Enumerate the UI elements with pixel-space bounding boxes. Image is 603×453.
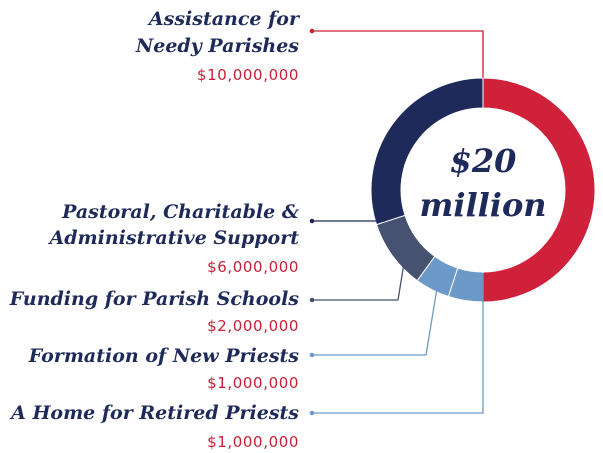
center-label-line2: million <box>419 186 546 224</box>
leader-line-formation-of-new-priests <box>312 276 440 356</box>
donut-ring <box>370 77 596 303</box>
leader-dot-a-home-for-retired-priests <box>309 410 315 416</box>
label-title-pastoral-charitable-administrative-support-line1: Pastoral, Charitable & <box>61 201 299 223</box>
leader-line-funding-for-parish-schools <box>312 245 408 301</box>
label-title-funding-for-parish-schools-line1: Funding for Parish Schools <box>9 288 300 310</box>
leader-dot-formation-of-new-priests <box>309 352 315 358</box>
label-title-assistance-for-needy-parishes-line2: Needy Parishes <box>135 35 299 57</box>
segment-labels: Assistance for Needy Parishes $10,000,000 A… <box>9 8 301 451</box>
donut-segment-pastoral-charitable-administrative-support <box>370 77 484 226</box>
leader-dot-assistance-for-needy-parishes <box>309 28 315 34</box>
leader-dot-funding-for-parish-schools <box>309 297 315 303</box>
leader-line-assistance-for-needy-parishes <box>312 30 484 78</box>
label-amount-pastoral-charitable-administrative-support: $6,000,000 <box>207 258 299 276</box>
label-amount-a-home-for-retired-priests: $1,000,000 <box>207 433 299 451</box>
label-amount-funding-for-parish-schools: $2,000,000 <box>207 317 299 335</box>
label-title-pastoral-charitable-administrative-support-line2: Administrative Support <box>48 227 300 249</box>
label-amount-formation-of-new-priests: $1,000,000 <box>207 374 299 392</box>
center-label-line1: $20 <box>450 142 517 180</box>
label-title-a-home-for-retired-priests-line1: A Home for Retired Priests <box>9 402 299 424</box>
label-title-formation-of-new-priests-line1: Formation of New Priests <box>28 345 300 367</box>
donut-segment-assistance-for-needy-parishes <box>482 77 596 303</box>
leader-dot-pastoral-charitable-administrative-support <box>309 218 315 224</box>
label-amount-assistance-for-needy-parishes: $10,000,000 <box>197 66 299 84</box>
leader-line-a-home-for-retired-priests <box>312 273 484 414</box>
leader-lines <box>309 28 484 416</box>
label-title-assistance-for-needy-parishes-line1: Assistance for <box>147 8 301 30</box>
